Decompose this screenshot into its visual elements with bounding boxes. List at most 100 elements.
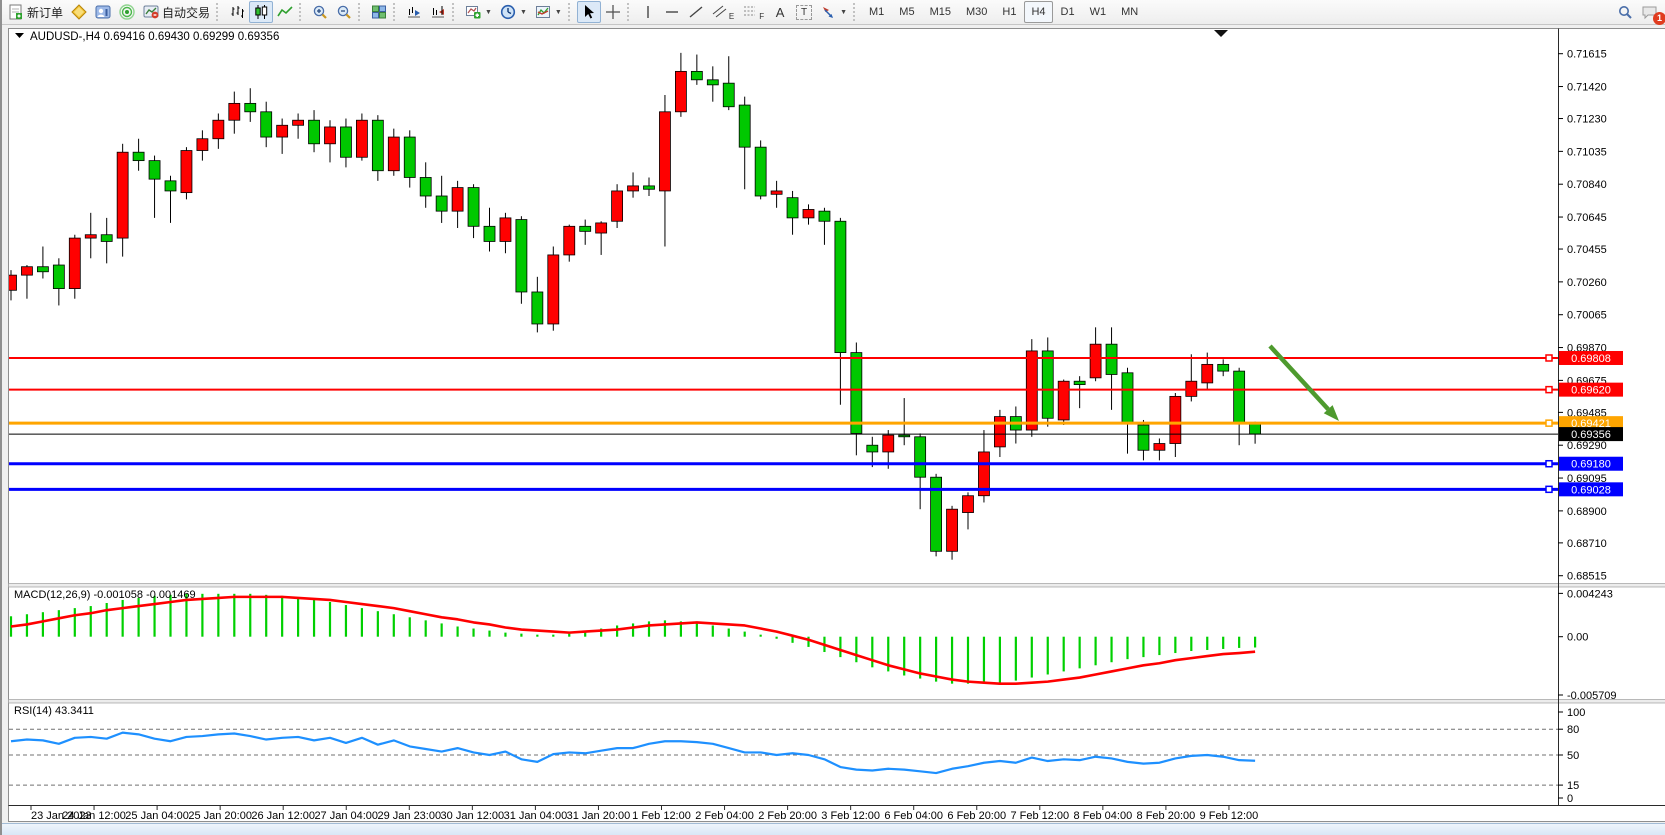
macd-panel: 0.004243 0.00 -0.005709 MACD(12,26,9) -0.00… bbox=[9, 588, 1617, 702]
label-tool-letter: T bbox=[801, 6, 808, 18]
search-icon bbox=[1617, 4, 1633, 20]
hline-0.69356[interactable]: 0.69356 bbox=[9, 427, 1623, 442]
trendline-tool-button[interactable] bbox=[684, 1, 708, 23]
arrows-tool-button[interactable]: ▼ bbox=[816, 1, 851, 23]
line-chart-mode-button[interactable] bbox=[273, 1, 297, 23]
text-label-tool-button[interactable]: T bbox=[792, 1, 816, 23]
panel-separator[interactable] bbox=[8, 583, 1665, 588]
zoom-in-icon bbox=[312, 4, 328, 20]
hline-0.69180[interactable]: 0.69180 bbox=[9, 456, 1623, 471]
chat-bubble-icon bbox=[1641, 4, 1659, 20]
market-watch-button[interactable] bbox=[67, 1, 91, 23]
horizontal-line-icon bbox=[664, 4, 680, 20]
svg-text:2 Feb 20:00: 2 Feb 20:00 bbox=[758, 810, 817, 822]
timeframe-button-MN[interactable]: MN bbox=[1114, 1, 1145, 23]
notification-badge: 1 bbox=[1653, 12, 1665, 25]
clock-icon bbox=[500, 4, 516, 20]
auto-trading-icon bbox=[143, 4, 159, 20]
candlestick-mode-button[interactable] bbox=[249, 1, 274, 23]
templates-button[interactable]: ▼ bbox=[531, 1, 566, 23]
chart-canvas[interactable]: 0.71615 0.71420 0.71230 0.71035 0.70840 0.706… bbox=[2, 26, 1665, 823]
crosshair-button[interactable] bbox=[601, 1, 625, 23]
svg-text:0.70260: 0.70260 bbox=[1567, 277, 1607, 289]
main-toolbar: 新订单 自动交易 bbox=[2, 0, 1665, 25]
arrow-annotation[interactable] bbox=[1268, 344, 1339, 421]
symbol-dropdown-icon[interactable] bbox=[15, 33, 24, 38]
candles-series bbox=[9, 52, 1261, 560]
new-order-icon bbox=[8, 4, 24, 20]
svg-text:26 Jan 12:00: 26 Jan 12:00 bbox=[251, 810, 315, 822]
cursor-icon bbox=[581, 4, 597, 20]
sonar-icon bbox=[119, 4, 135, 20]
rsi-label: RSI(14) 43.3411 bbox=[14, 705, 94, 717]
svg-text:2 Feb 04:00: 2 Feb 04:00 bbox=[695, 810, 754, 822]
channel-letter-label: E bbox=[728, 12, 735, 21]
fibonacci-tool-button[interactable]: F bbox=[738, 1, 768, 23]
gold-diamond-icon bbox=[71, 4, 87, 20]
notifications-button[interactable]: 1 bbox=[1637, 1, 1665, 25]
svg-text:0.68900: 0.68900 bbox=[1567, 506, 1607, 518]
timeframe-button-H1[interactable]: H1 bbox=[995, 1, 1023, 23]
svg-text:8 Feb 20:00: 8 Feb 20:00 bbox=[1137, 810, 1196, 822]
timeframe-button-W1[interactable]: W1 bbox=[1083, 1, 1114, 23]
vertical-line-tool-button[interactable] bbox=[636, 1, 660, 23]
new-chart-button[interactable]: ▼ bbox=[461, 1, 496, 23]
cursor-button[interactable] bbox=[576, 1, 601, 23]
hline-0.69620[interactable]: 0.69620 bbox=[9, 382, 1623, 397]
new-order-button[interactable]: 新订单 bbox=[4, 1, 67, 23]
svg-text:0.68515: 0.68515 bbox=[1567, 571, 1607, 583]
hline-0.69808[interactable]: 0.69808 bbox=[9, 350, 1623, 365]
chart-shift-button[interactable] bbox=[426, 1, 450, 23]
bar-chart-mode-button[interactable] bbox=[225, 1, 249, 23]
timeframe-button-M15[interactable]: M15 bbox=[923, 1, 958, 23]
toolbar-grip bbox=[626, 3, 632, 21]
svg-text:0.71230: 0.71230 bbox=[1567, 114, 1607, 126]
hline-0.69028[interactable]: 0.69028 bbox=[9, 482, 1623, 497]
candlestick-icon bbox=[253, 4, 269, 20]
macd-label: MACD(12,26,9) -0.001058 -0.001469 bbox=[14, 589, 196, 601]
svg-text:0.69620: 0.69620 bbox=[1571, 385, 1611, 397]
timeframe-button-D1[interactable]: D1 bbox=[1054, 1, 1082, 23]
svg-text:0.69356: 0.69356 bbox=[1571, 429, 1611, 441]
svg-text:0.71420: 0.71420 bbox=[1567, 82, 1607, 94]
svg-text:31 Jan 20:00: 31 Jan 20:00 bbox=[567, 810, 631, 822]
channel-icon bbox=[712, 4, 728, 20]
periods-button[interactable]: ▼ bbox=[496, 1, 531, 23]
panel-separator[interactable] bbox=[8, 699, 1665, 704]
zoom-in-button[interactable] bbox=[308, 1, 332, 23]
data-window-icon bbox=[95, 4, 111, 20]
fibonacci-letter-label: F bbox=[759, 12, 765, 21]
toolbar-grip bbox=[393, 3, 398, 21]
svg-text:25 Jan 20:00: 25 Jan 20:00 bbox=[188, 810, 252, 822]
dropdown-caret-icon: ▼ bbox=[554, 8, 562, 16]
auto-trading-button[interactable]: 自动交易 bbox=[139, 1, 214, 23]
dropdown-caret-icon: ▼ bbox=[519, 8, 527, 16]
tile-windows-button[interactable] bbox=[367, 1, 391, 23]
channel-tool-button[interactable]: E bbox=[708, 1, 738, 23]
search-button[interactable] bbox=[1613, 1, 1637, 23]
horizontal-line-tool-button[interactable] bbox=[660, 1, 684, 23]
svg-text:15: 15 bbox=[1567, 780, 1579, 792]
svg-text:0.71035: 0.71035 bbox=[1567, 146, 1607, 158]
svg-text:0.69290: 0.69290 bbox=[1567, 440, 1607, 452]
timeframe-button-M5[interactable]: M5 bbox=[892, 1, 921, 23]
data-window-button[interactable] bbox=[91, 1, 115, 23]
alerts-button[interactable] bbox=[115, 1, 139, 23]
svg-text:6 Feb 20:00: 6 Feb 20:00 bbox=[947, 810, 1006, 822]
auto-scroll-button[interactable] bbox=[402, 1, 426, 23]
timeframe-button-M30[interactable]: M30 bbox=[959, 1, 994, 23]
svg-text:0.69808: 0.69808 bbox=[1571, 353, 1611, 365]
text-tool-button[interactable]: A bbox=[768, 1, 792, 23]
timeframe-button-M1[interactable]: M1 bbox=[862, 1, 891, 23]
svg-text:31 Jan 04:00: 31 Jan 04:00 bbox=[504, 810, 568, 822]
svg-text:50: 50 bbox=[1567, 750, 1579, 762]
toolbar-grip bbox=[567, 3, 573, 21]
timeframe-button-H4[interactable]: H4 bbox=[1024, 1, 1053, 23]
zoom-out-button[interactable] bbox=[332, 1, 356, 23]
chart-shift-marker[interactable] bbox=[1214, 30, 1228, 37]
svg-text:3 Feb 12:00: 3 Feb 12:00 bbox=[821, 810, 880, 822]
svg-text:9 Feb 12:00: 9 Feb 12:00 bbox=[1200, 810, 1259, 822]
toolbar-grip bbox=[299, 3, 304, 21]
